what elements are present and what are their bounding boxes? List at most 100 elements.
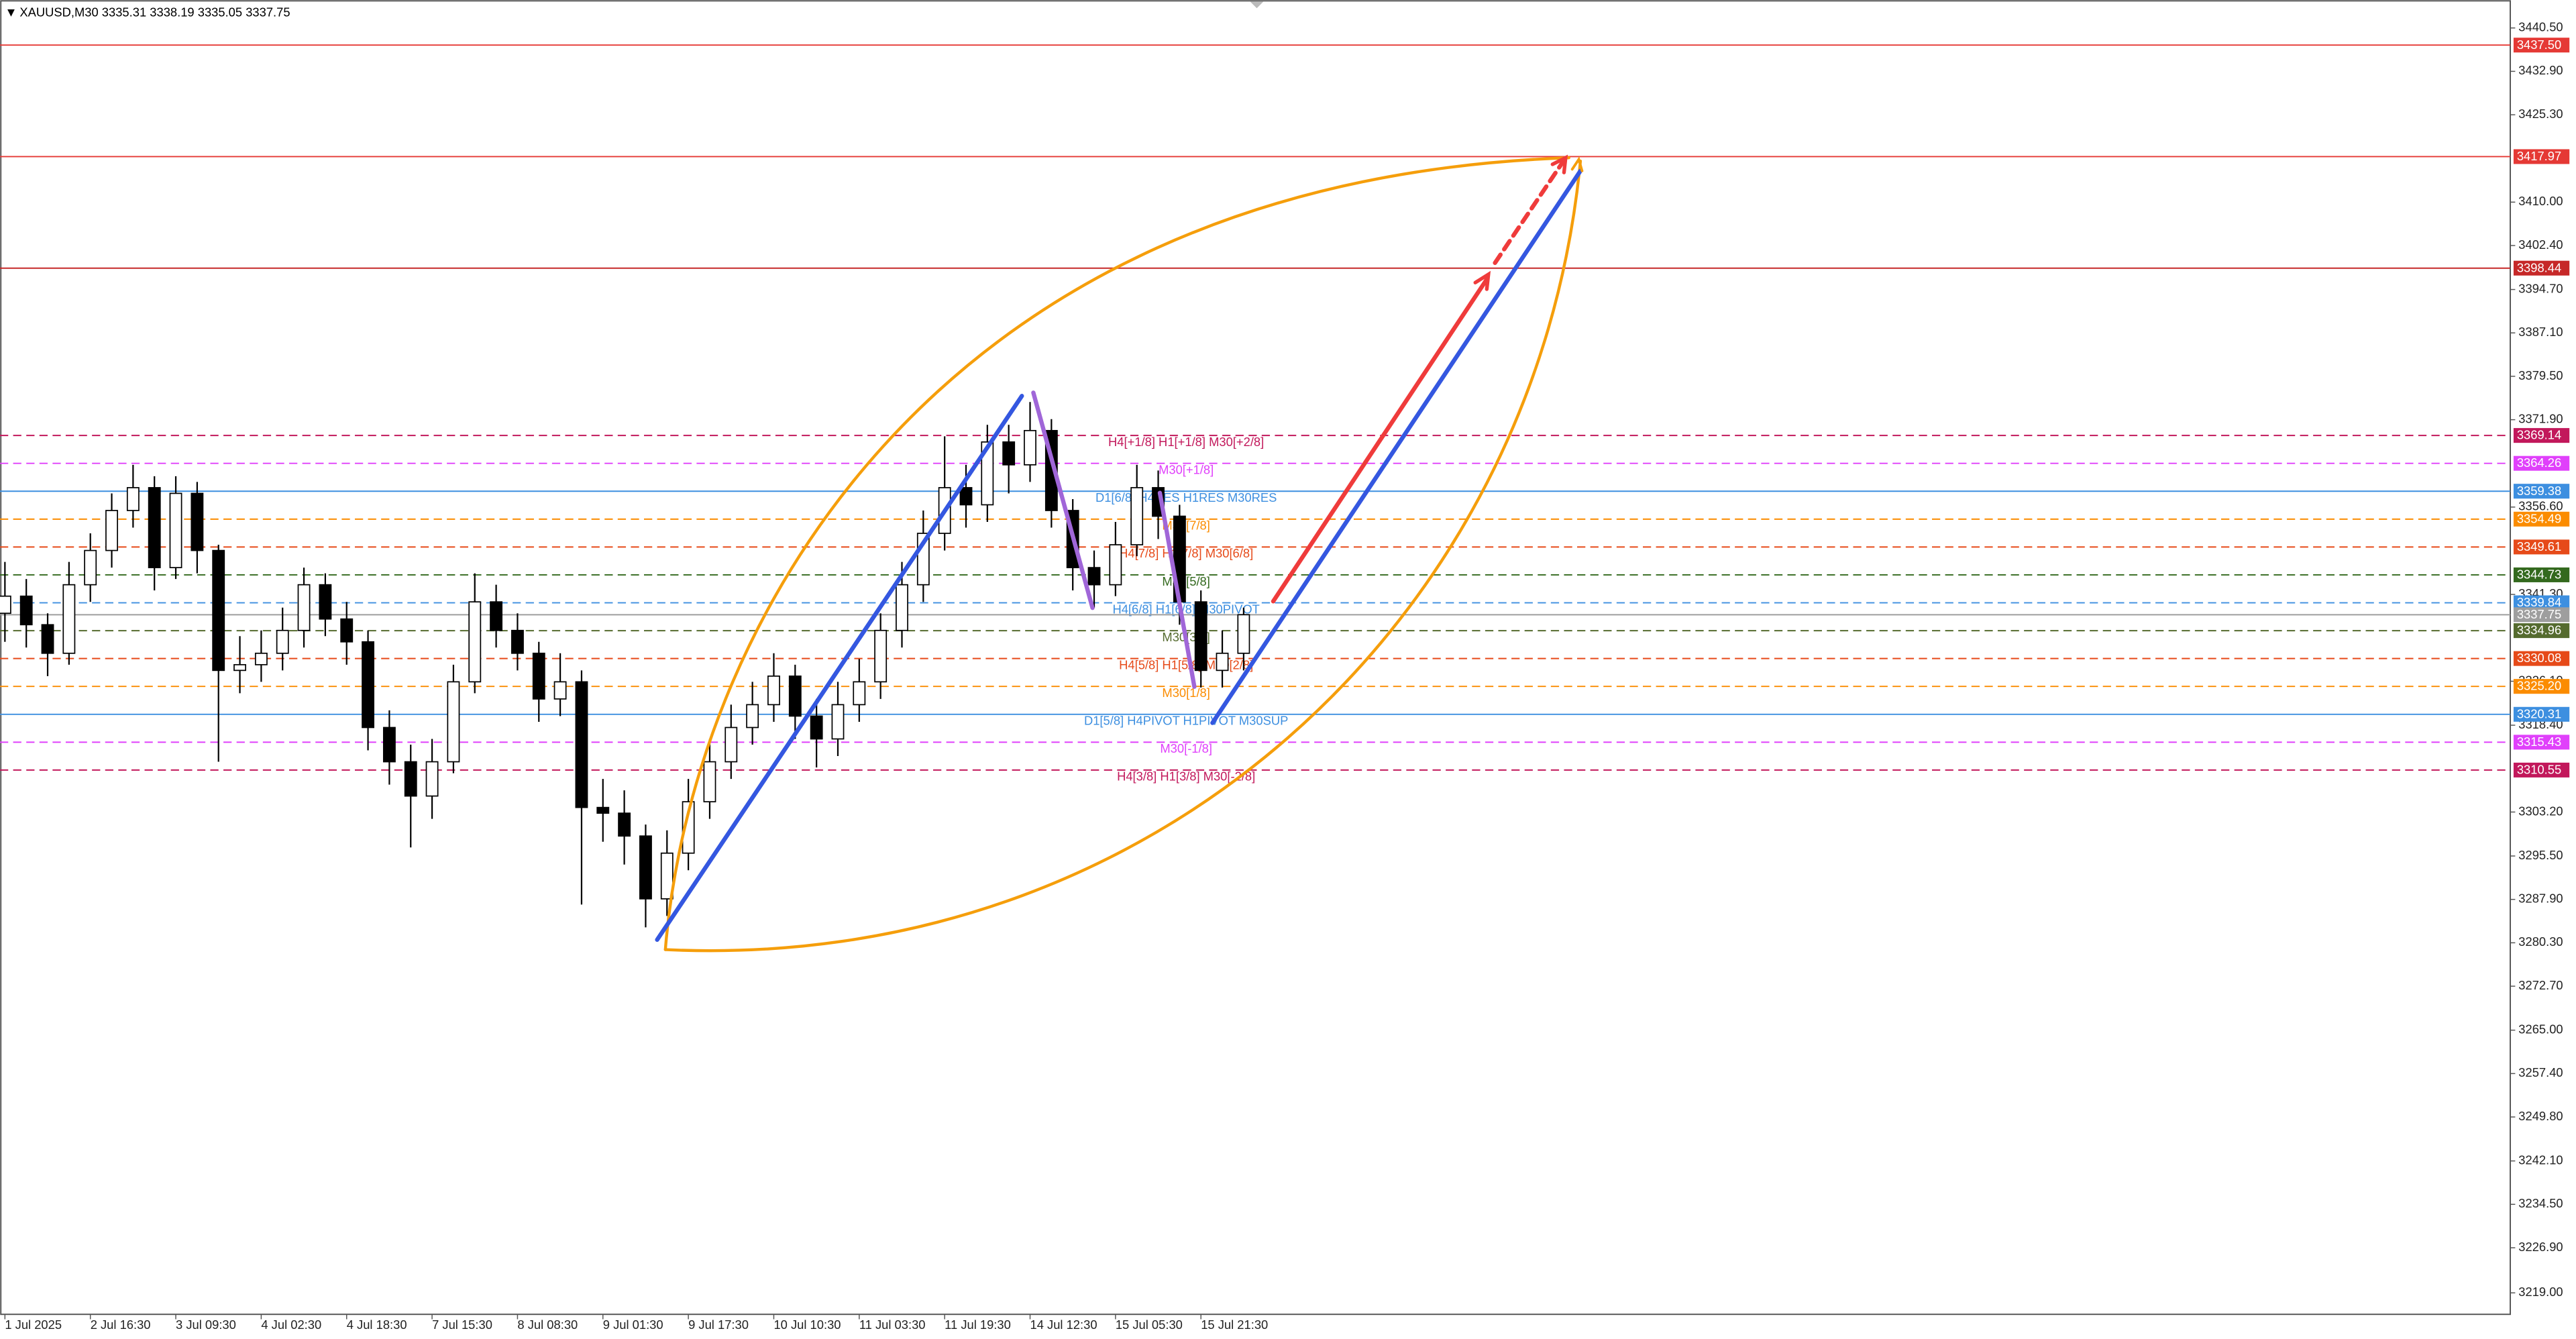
price-tag xyxy=(2513,567,2570,582)
y-tick-label: 3287.90 xyxy=(2518,892,2563,906)
candle-body xyxy=(511,629,524,654)
y-tick-label: 3356.60 xyxy=(2518,499,2563,513)
candle-body xyxy=(1109,544,1122,586)
candle-body xyxy=(1002,441,1016,466)
orange-arc xyxy=(663,156,1570,951)
price-tag xyxy=(2513,706,2570,722)
candle-body xyxy=(810,715,823,740)
candle-body xyxy=(126,487,140,511)
candle-body xyxy=(853,681,866,706)
x-tick-label: 9 Jul 01:30 xyxy=(603,1318,663,1332)
price-tag-label: 3398.44 xyxy=(2517,260,2561,274)
plot-frame xyxy=(0,0,2512,1316)
candle-body xyxy=(41,624,54,654)
x-tick-label: 9 Jul 17:30 xyxy=(688,1318,749,1332)
candle-body xyxy=(148,487,161,568)
y-tick-label: 3432.90 xyxy=(2518,63,2563,77)
candle-body xyxy=(1194,601,1208,672)
candle-body xyxy=(981,441,994,506)
x-tick-label: 15 Jul 21:30 xyxy=(1201,1318,1268,1332)
y-tick-label: 3242.10 xyxy=(2518,1153,2563,1167)
price-tag-label: 3325.20 xyxy=(2517,679,2561,693)
candle-body xyxy=(362,641,374,729)
price-tag xyxy=(2513,762,2570,778)
price-tag-label: 3349.61 xyxy=(2517,539,2561,553)
candle-body xyxy=(1087,567,1101,586)
candle-body xyxy=(575,681,588,808)
candle-body xyxy=(1024,429,1036,466)
price-tag xyxy=(2513,651,2570,666)
candle-body xyxy=(254,652,268,665)
candle-body xyxy=(682,801,695,854)
y-tick-label: 3425.30 xyxy=(2518,107,2563,121)
x-tick-label: 15 Jul 05:30 xyxy=(1116,1318,1183,1332)
price-tag xyxy=(2513,539,2570,555)
level-text: H4[6/8] H1[6/8] M30PIVOT xyxy=(1112,602,1259,616)
candle-body xyxy=(788,675,802,717)
x-tick-label: 11 Jul 19:30 xyxy=(945,1318,1011,1332)
level-text: D1[5/8] H4PIVOT H1PIVOT M30SUP xyxy=(1084,714,1288,728)
candle-body xyxy=(276,629,289,654)
y-tick-label: 3234.50 xyxy=(2518,1196,2563,1210)
arrow-head xyxy=(1570,156,1584,172)
y-tick-label: 3226.90 xyxy=(2518,1240,2563,1254)
price-tag-label: 3364.26 xyxy=(2517,456,2561,470)
price-tag xyxy=(2513,511,2570,527)
x-tick-label: 1 Jul 2025 xyxy=(5,1318,62,1332)
chart-title: XAUUSD,M30 3335.31 3338.19 3335.05 3337.… xyxy=(19,5,290,19)
price-tag-label: 3369.14 xyxy=(2517,428,2561,442)
forecast-arrow xyxy=(1271,277,1489,604)
trend-line xyxy=(1210,168,1583,725)
level-text: H4[+1/8] H1[+1/8] M30[+2/8] xyxy=(1108,435,1264,449)
forecast-arrow xyxy=(1493,160,1565,266)
candle-body xyxy=(319,584,332,620)
y-tick-label: 3303.20 xyxy=(2518,804,2563,818)
price-tag xyxy=(2513,260,2570,276)
y-tick-label: 3440.50 xyxy=(2518,20,2563,34)
arrow-head xyxy=(1550,154,1568,174)
candle-body xyxy=(340,618,354,643)
x-tick-label: 4 Jul 02:30 xyxy=(261,1318,321,1332)
candle-body xyxy=(382,727,396,763)
candle-body xyxy=(425,761,439,797)
candle-body xyxy=(297,584,311,631)
candle-body xyxy=(62,584,76,654)
price-tag-label: 3417.97 xyxy=(2517,149,2561,163)
price-tag xyxy=(2513,607,2570,623)
candle-body xyxy=(212,549,225,672)
y-tick-label: 3265.00 xyxy=(2518,1022,2563,1036)
candle-body xyxy=(553,681,567,700)
candle-body xyxy=(959,487,973,506)
price-tag xyxy=(2513,149,2570,164)
candle-body xyxy=(1216,652,1229,672)
level-text: D1[6/8] H4RES H1RES M30RES xyxy=(1095,490,1277,504)
price-tag-label: 3320.31 xyxy=(2517,706,2561,720)
price-tag xyxy=(2513,38,2570,53)
x-tick-label: 2 Jul 16:30 xyxy=(91,1318,151,1332)
level-text: H4[3/8] H1[3/8] M30[-2/8] xyxy=(1117,769,1255,784)
candle-body xyxy=(831,704,845,740)
price-tag-label: 3344.73 xyxy=(2517,568,2561,582)
candle-body xyxy=(1130,487,1144,545)
level-text: M30[1/8] xyxy=(1162,686,1210,700)
price-tag-label: 3359.38 xyxy=(2517,484,2561,498)
level-text: H4[7/8] H1[7/8] M30[6/8] xyxy=(1119,546,1253,560)
candle-body xyxy=(105,510,118,551)
candle-body xyxy=(0,595,11,614)
candle-body xyxy=(404,761,417,797)
price-tag-label: 3339.84 xyxy=(2517,595,2561,609)
candles xyxy=(0,402,1250,928)
y-tick-label: 3402.40 xyxy=(2518,237,2563,252)
y-tick-label: 3295.50 xyxy=(2518,848,2563,862)
candle-body xyxy=(532,652,545,700)
price-tag-label: 3354.49 xyxy=(2517,511,2561,525)
candle-body xyxy=(596,806,610,814)
y-tick-label: 3410.00 xyxy=(2518,194,2563,208)
y-tick-label: 3379.50 xyxy=(2518,368,2563,382)
level-text: H4[5/8] H1[5/8] M30[2/8] xyxy=(1119,657,1253,672)
y-tick-label: 3387.10 xyxy=(2518,325,2563,339)
candle-body xyxy=(724,727,738,763)
x-tick-label: 11 Jul 03:30 xyxy=(859,1318,926,1332)
